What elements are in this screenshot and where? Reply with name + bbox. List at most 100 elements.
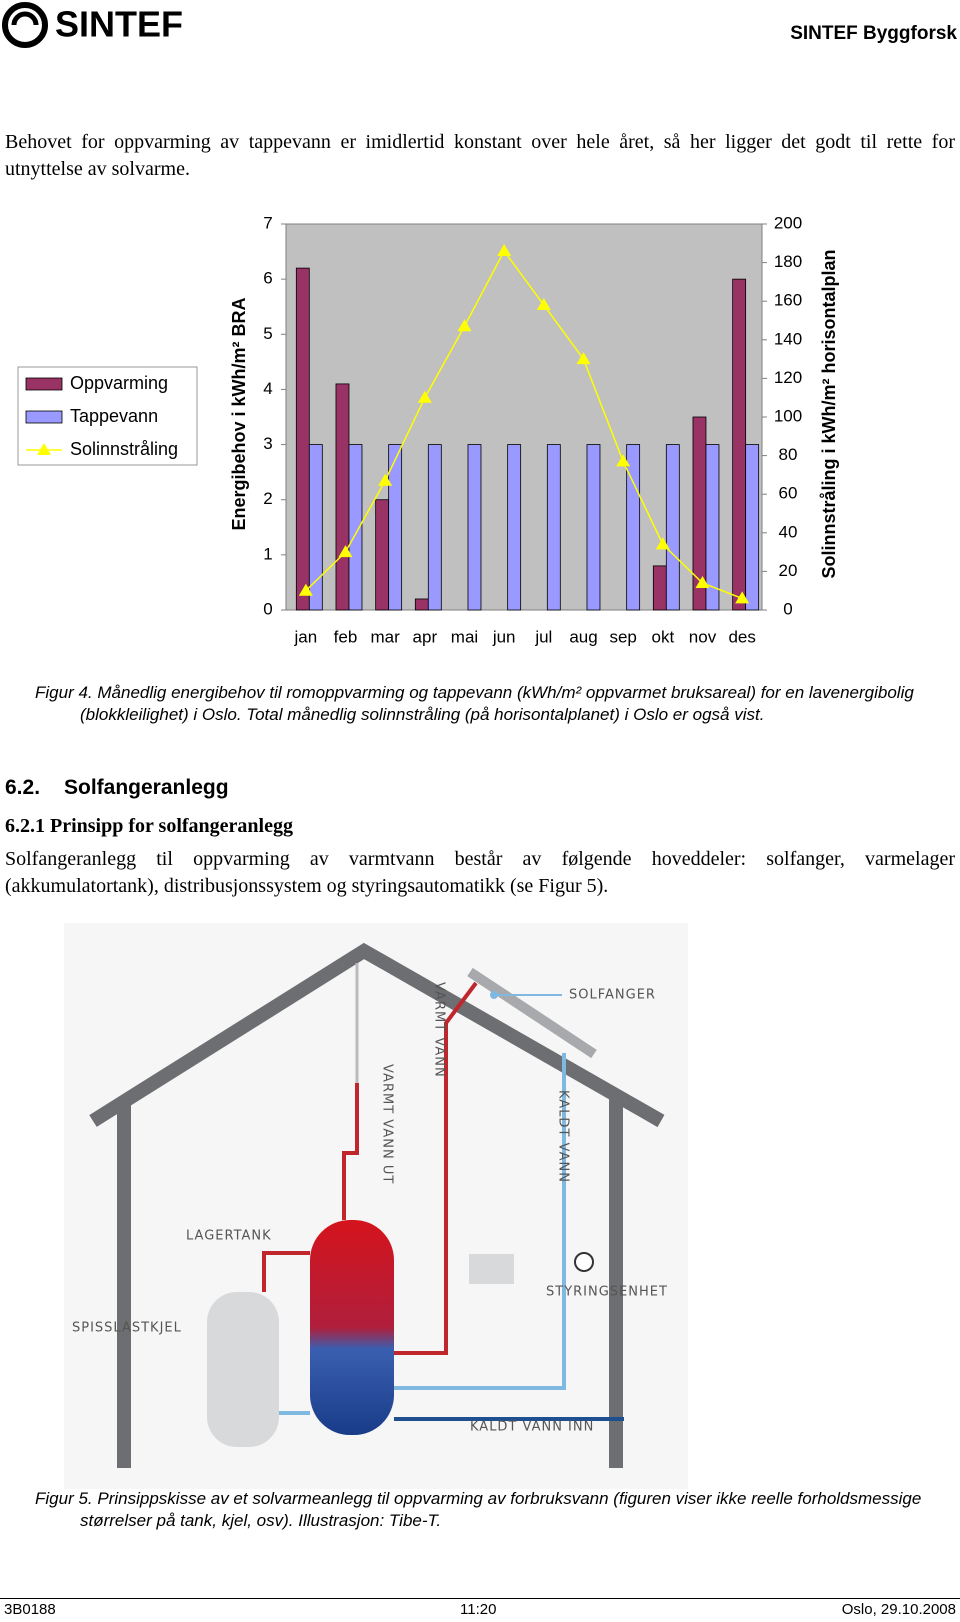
y-tick-label: 3 <box>263 434 272 453</box>
subsection-heading: 6.2.1 Prinsipp for solfangeranlegg <box>5 815 293 838</box>
logo-icon <box>2 2 48 48</box>
line-marker <box>576 352 591 365</box>
y-axis-title: Energibehov i kWh/m² BRA <box>229 297 249 530</box>
diagram-label: KALDT VANN INN <box>470 1420 594 1435</box>
bar <box>732 278 747 611</box>
y2-tick-label: 0 <box>783 599 792 618</box>
bar <box>546 444 561 611</box>
diagram-label: VARMT VANN <box>432 982 447 1078</box>
pump <box>574 1252 594 1272</box>
paragraph: Solfangeranlegg til oppvarming av varmtv… <box>5 848 955 897</box>
y2-axis-title: Solinnstråling i kWh/m² horisontalplan <box>819 249 839 578</box>
bar <box>665 444 680 611</box>
line-marker <box>735 591 750 604</box>
y2-tick-label: 60 <box>779 484 798 503</box>
y-tick-label: 7 <box>263 213 272 232</box>
header: SINTEF SINTEF Byggforsk <box>2 2 957 48</box>
y-tick-label: 6 <box>263 269 272 288</box>
section-number: 6.2. <box>5 776 41 799</box>
logo-icon-inner <box>11 11 39 26</box>
diagram-label: VARMT VANN UT <box>380 1064 395 1184</box>
y-tick-label: 5 <box>263 324 272 343</box>
chart: 0 1 2 3 4 5 6 7 0 20 40 60 80 100 120 140 160 180 200 Energ… <box>17 213 839 646</box>
bar <box>467 444 482 611</box>
legend-swatch <box>25 410 63 424</box>
line-marker <box>616 454 631 467</box>
y-tick-label: 4 <box>263 379 272 398</box>
x-tick-label: okt <box>651 627 674 646</box>
bar <box>705 444 720 611</box>
section-heading: 6.2. Solfangeranlegg <box>5 776 229 800</box>
y-tick-label: 2 <box>263 489 272 508</box>
x-tick-label: jul <box>534 627 552 646</box>
bar <box>427 444 442 611</box>
x-tick-label: mai <box>451 627 478 646</box>
y2-tick-label: 120 <box>774 368 802 387</box>
y2-tick-label: 20 <box>779 561 798 580</box>
x-tick-label: feb <box>334 627 358 646</box>
line-marker <box>536 298 551 311</box>
footer-center: 11:20 <box>460 1601 497 1618</box>
logo-text: SINTEF <box>55 4 183 45</box>
bar <box>308 444 323 611</box>
hot-pipe <box>394 981 478 1355</box>
bar <box>375 499 390 611</box>
subsection-number: 6.2.1 <box>5 815 45 837</box>
header-unit: SINTEF Byggforsk <box>790 23 957 44</box>
y2-tick-label: 160 <box>774 291 802 310</box>
bar <box>652 565 667 611</box>
line-marker <box>338 545 353 558</box>
y2-tick-label: 140 <box>774 329 802 348</box>
bar <box>745 444 760 611</box>
legend-label: Oppvarming <box>70 373 168 393</box>
y-tick-label: 0 <box>263 599 272 618</box>
y2-tick-label: 200 <box>774 213 802 232</box>
hot-pipe <box>342 1083 359 1220</box>
legend-label: Tappevann <box>70 406 158 426</box>
caption-label: Figur 4. <box>35 683 93 702</box>
figure-caption: Figur 4. Månedlig energibehov til romopp… <box>35 682 960 726</box>
solar-collector <box>467 967 597 1059</box>
diagram-label: STYRINGSENHET <box>546 1285 668 1300</box>
line-marker <box>695 575 710 588</box>
x-tick-label: des <box>728 627 755 646</box>
line-series <box>305 249 743 600</box>
footer-left: 3B0188 <box>4 1601 56 1618</box>
y-tick-label: 1 <box>263 544 272 563</box>
line-marker <box>457 319 472 332</box>
figure-caption: Figur 5. Prinsippskisse av et solvarmean… <box>35 1488 960 1532</box>
hot-pipe <box>262 1251 310 1292</box>
legend-marker <box>37 443 51 455</box>
caption-label: Figur 5. <box>35 1489 93 1508</box>
line-marker <box>298 583 313 596</box>
subsection-title: Prinsipp for solfangeranlegg <box>50 815 293 837</box>
bar <box>414 598 429 611</box>
bar <box>626 444 641 611</box>
x-tick-label: apr <box>413 627 438 646</box>
y2-tick-label: 100 <box>774 406 802 425</box>
legend-swatch <box>25 377 63 391</box>
x-tick-label: mar <box>371 627 401 646</box>
section-title: Solfangeranlegg <box>64 776 229 799</box>
bar <box>348 444 363 611</box>
x-tick-label: nov <box>689 627 717 646</box>
bar <box>388 444 403 611</box>
y2-tick-label: 180 <box>774 252 802 271</box>
diagram-label: KALDT VANN <box>556 1090 571 1183</box>
diagram-label: SPISSLASTKJEL <box>72 1321 182 1336</box>
diagram: SOLFANGER VARMT VANN KALDT VANN VARMT VA… <box>64 923 688 1489</box>
storage-tank <box>310 1220 394 1435</box>
control-unit <box>469 1254 514 1284</box>
boiler <box>207 1292 279 1447</box>
legend-label: Solinnstråling <box>70 439 178 459</box>
bar <box>295 267 310 611</box>
line-marker <box>417 390 432 403</box>
line-marker <box>655 537 670 550</box>
diagram-label: LAGERTANK <box>186 1229 272 1244</box>
x-tick-label: jun <box>492 627 516 646</box>
y2-tick-label: 80 <box>779 445 798 464</box>
bar <box>335 383 350 611</box>
line-marker <box>497 244 512 257</box>
caption-text: Prinsippskisse av et solvarmeanlegg til … <box>80 1489 922 1530</box>
